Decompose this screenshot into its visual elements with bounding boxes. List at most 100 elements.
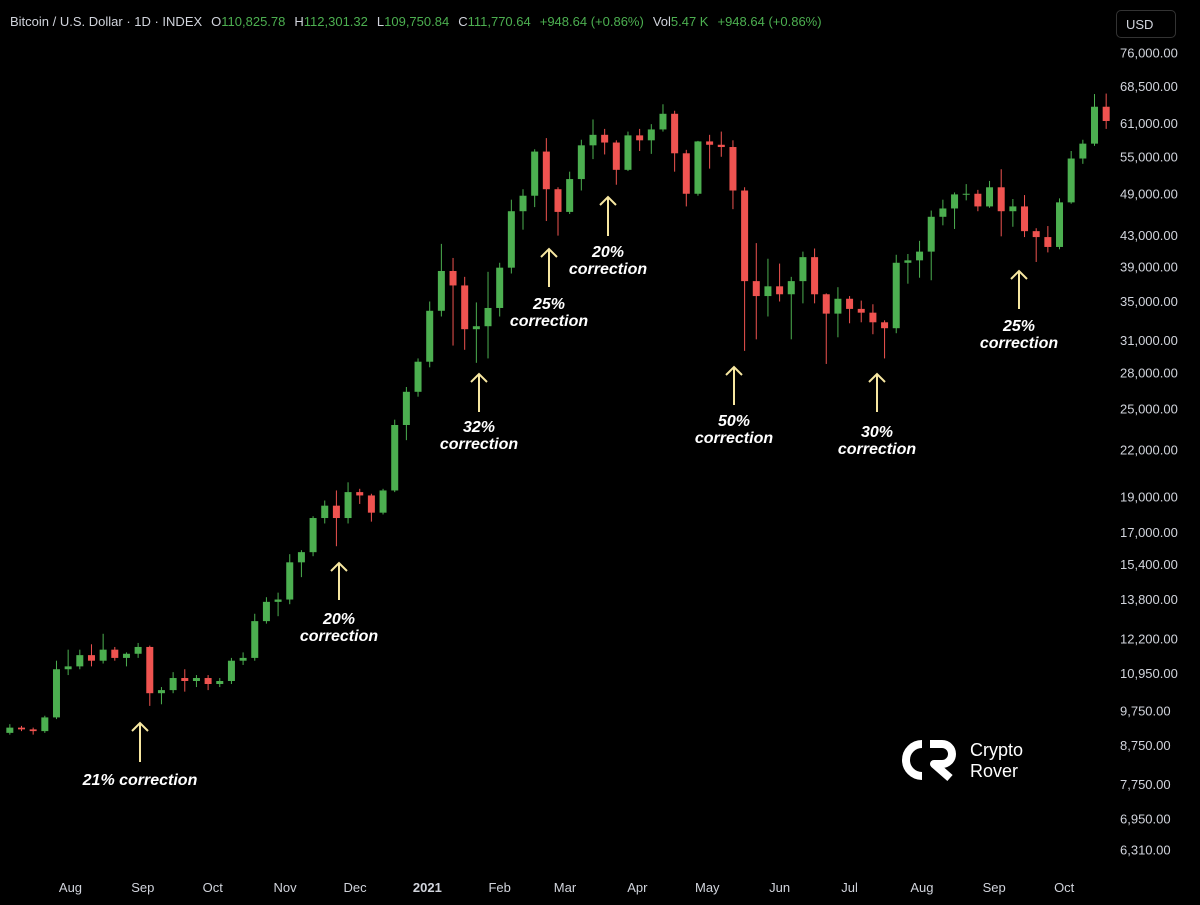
- candle: [1044, 226, 1052, 253]
- currency-button[interactable]: USD: [1116, 10, 1176, 38]
- candle-body: [846, 298, 854, 309]
- candle: [87, 644, 95, 667]
- candle-body: [776, 286, 784, 295]
- candle: [834, 287, 842, 338]
- candle: [472, 302, 480, 363]
- candle-body: [297, 552, 305, 563]
- y-tick-label: 35,000.00: [1120, 294, 1178, 309]
- candle-body: [927, 216, 935, 252]
- candle-body: [251, 621, 259, 658]
- candle-body: [239, 657, 247, 661]
- candle-body: [391, 424, 399, 491]
- candle-body: [274, 599, 282, 602]
- annotation: 20% correction: [568, 244, 648, 278]
- candle-body: [881, 322, 889, 329]
- candle: [1009, 199, 1017, 227]
- candle: [892, 254, 900, 334]
- candle-body: [6, 727, 14, 733]
- logo-mark: [902, 740, 956, 782]
- x-tick-label: Oct: [1054, 880, 1075, 895]
- candle-body: [577, 145, 585, 180]
- arrow-head: [1010, 269, 1028, 280]
- candle-body: [87, 655, 95, 661]
- candle: [286, 554, 294, 605]
- candle-body: [869, 312, 877, 323]
- candle: [122, 652, 130, 667]
- candle: [297, 550, 305, 578]
- candle: [939, 199, 947, 226]
- candle: [752, 243, 760, 340]
- x-tick-label: Nov: [274, 880, 298, 895]
- candle: [169, 672, 177, 694]
- candle-body: [181, 678, 189, 681]
- candle-body: [1067, 158, 1075, 203]
- candle-body: [752, 281, 760, 297]
- l-label: L: [376, 14, 385, 29]
- candle-body: [1032, 231, 1040, 238]
- candle: [251, 613, 259, 661]
- candle: [437, 243, 445, 317]
- candle-body: [449, 270, 457, 286]
- candle: [764, 258, 772, 317]
- arrow-head: [131, 721, 149, 732]
- y-tick-label: 61,000.00: [1120, 116, 1178, 131]
- candle: [449, 257, 457, 346]
- candle: [239, 652, 247, 665]
- candle: [601, 128, 609, 155]
- y-tick-label: 12,200.00: [1120, 631, 1178, 646]
- annotation: 21% correction: [82, 772, 198, 789]
- candle: [391, 419, 399, 493]
- candle-body: [694, 141, 702, 194]
- annotation: 25% correction: [979, 318, 1059, 352]
- y-tick-label: 15,400.00: [1120, 557, 1178, 572]
- x-tick-label: Feb: [488, 880, 510, 895]
- c-value: 111,770.64: [467, 14, 531, 29]
- candle-body: [64, 666, 72, 670]
- candle: [17, 725, 25, 732]
- candle-body: [367, 495, 375, 513]
- candle-body: [986, 187, 994, 207]
- y-tick-label: 25,000.00: [1120, 402, 1178, 417]
- candle-body: [169, 678, 177, 691]
- candle: [321, 500, 329, 524]
- candle-body: [286, 562, 294, 600]
- x-tick-label: Apr: [627, 880, 648, 895]
- o-label: O: [211, 14, 222, 29]
- y-tick-label: 13,800.00: [1120, 592, 1178, 607]
- candle-body: [787, 281, 795, 295]
- candle: [52, 660, 60, 720]
- candle-body: [262, 601, 270, 622]
- annotation-arrow: [470, 372, 488, 412]
- candle: [589, 119, 597, 160]
- candle: [192, 675, 200, 688]
- candle-body: [706, 141, 714, 145]
- candle: [309, 516, 317, 557]
- x-tick-label: Mar: [554, 880, 577, 895]
- y-tick-label: 6,310.00: [1120, 843, 1171, 858]
- candle-body: [146, 646, 154, 694]
- candle-body: [566, 179, 574, 212]
- y-tick-label: 49,000.00: [1120, 186, 1178, 201]
- candle: [927, 210, 935, 281]
- arrow-head: [540, 247, 558, 258]
- candle-body: [939, 208, 947, 217]
- candle-body: [542, 151, 550, 190]
- candle: [519, 189, 527, 230]
- candle-body: [951, 194, 959, 209]
- vol-change: +948.64 (+0.86%): [717, 14, 822, 29]
- annotation-arrow: [725, 365, 743, 405]
- candle: [857, 300, 865, 323]
- y-tick-label: 22,000.00: [1120, 443, 1178, 458]
- candle-body: [1102, 106, 1110, 121]
- candle-body: [216, 680, 224, 685]
- candle-body: [822, 294, 830, 314]
- x-tick-label: Sep: [131, 880, 154, 895]
- candle-body: [227, 660, 235, 681]
- y-tick-label: 76,000.00: [1120, 46, 1178, 61]
- candle-body: [659, 113, 667, 130]
- candle: [706, 134, 714, 169]
- logo-c: [902, 740, 923, 780]
- candle-body: [531, 151, 539, 196]
- candle-body: [52, 669, 60, 718]
